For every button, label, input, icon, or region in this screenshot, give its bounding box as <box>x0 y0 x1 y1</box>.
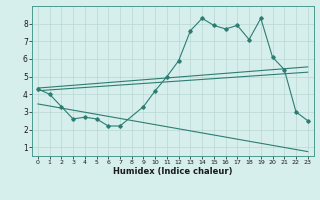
X-axis label: Humidex (Indice chaleur): Humidex (Indice chaleur) <box>113 167 233 176</box>
